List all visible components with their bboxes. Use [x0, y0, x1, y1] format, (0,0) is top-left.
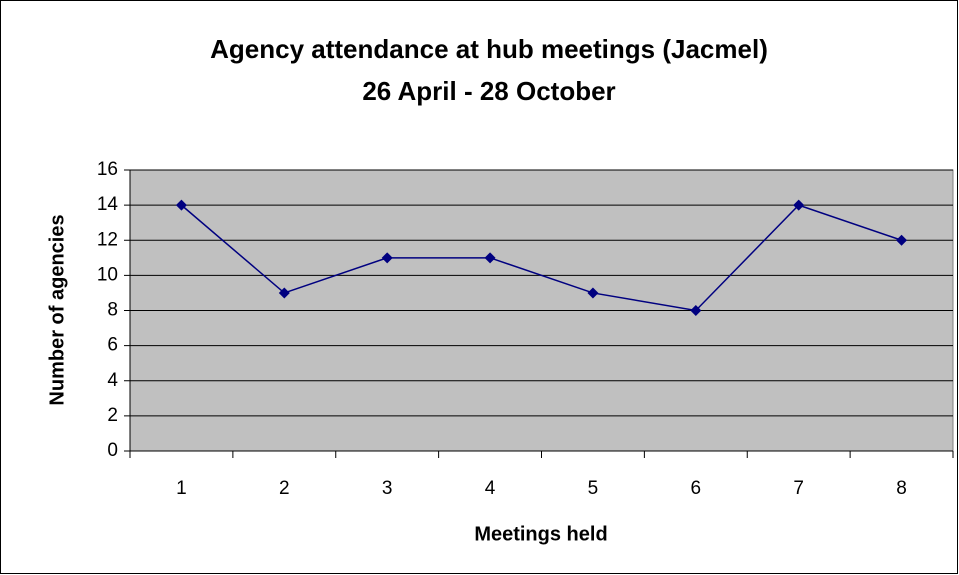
- chart-title: Agency attendance at hub meetings (Jacme…: [210, 34, 768, 64]
- data-point: [484, 252, 496, 264]
- y-tick-label: 14: [97, 194, 119, 215]
- data-point: [690, 305, 702, 316]
- x-tick-label: 3: [382, 478, 393, 499]
- x-tick-label: 8: [896, 478, 907, 499]
- y-tick-label: 16: [97, 159, 118, 180]
- data-point: [587, 287, 599, 299]
- data-point: [793, 199, 805, 211]
- data-point: [381, 252, 393, 264]
- y-tick-label: 0: [107, 440, 118, 461]
- x-tick-label: 1: [176, 478, 187, 499]
- y-tick-label: 4: [107, 370, 118, 391]
- y-tick-label: 6: [107, 335, 118, 356]
- y-axis-title: Number of agencies: [46, 214, 68, 405]
- x-tick-label: 4: [485, 478, 496, 499]
- x-axis-title: Meetings held: [474, 523, 607, 545]
- data-point: [278, 287, 290, 299]
- x-tick-label: 5: [588, 478, 599, 499]
- x-tick-label: 6: [691, 478, 702, 499]
- y-tick-label: 12: [97, 229, 118, 250]
- data-point: [175, 199, 187, 211]
- y-tick-label: 10: [97, 264, 118, 285]
- y-tick-label: 8: [107, 300, 118, 321]
- x-tick-label: 7: [793, 478, 804, 499]
- y-tick-label: 2: [107, 405, 118, 426]
- chart-subtitle: 26 April - 28 October: [362, 76, 615, 106]
- data-point: [896, 234, 908, 246]
- x-tick-label: 2: [279, 478, 290, 499]
- data-line: [180, 204, 902, 312]
